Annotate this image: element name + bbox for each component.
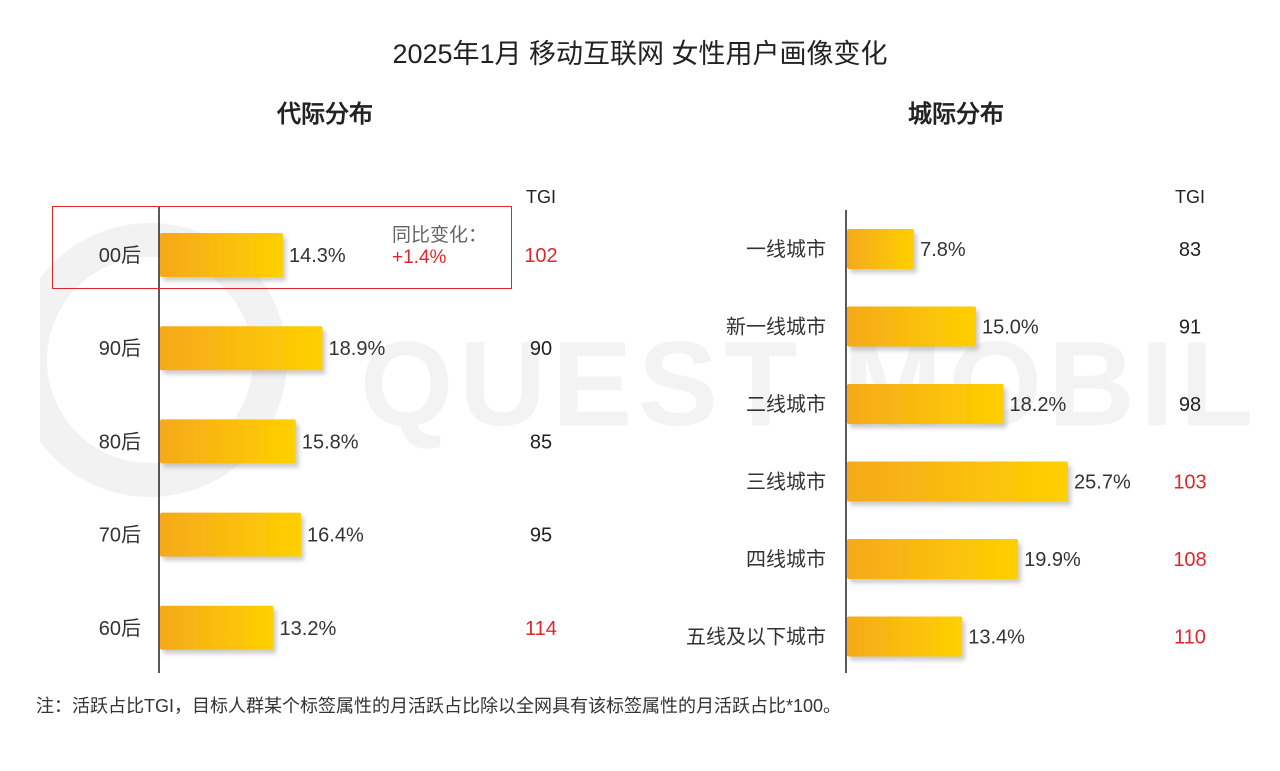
generation-bar <box>160 326 323 371</box>
city-bar <box>847 384 1004 424</box>
city-value-label: 15.0% <box>982 317 1039 339</box>
generation-value-label: 16.4% <box>307 525 364 547</box>
generation-tgi-value: 90 <box>530 338 552 360</box>
generation-bar-chart: TGI 00后 14.3% 102 90后 18.9% 90 80后 15.8% 85 70后 16.… <box>99 187 558 673</box>
generation-value-label: 13.2% <box>280 618 337 640</box>
city-bar <box>847 616 963 657</box>
highlight-box <box>52 206 512 289</box>
generation-tgi-value: 102 <box>524 245 557 267</box>
city-category-label: 二线城市 <box>746 393 826 416</box>
city-bar <box>847 461 1069 502</box>
city-category-label: 五线及以下城市 <box>686 626 826 649</box>
city-category-label: 新一线城市 <box>726 316 826 339</box>
city-bar <box>847 306 976 347</box>
city-tgi-value: 98 <box>1179 394 1201 416</box>
generation-value-label: 18.9% <box>329 338 386 360</box>
city-tgi-value: 110 <box>1174 627 1206 649</box>
city-value-label: 18.2% <box>1010 394 1067 416</box>
generation-category-label: 00后 <box>99 244 141 267</box>
generation-category-label: 60后 <box>99 617 141 640</box>
city-category-label: 一线城市 <box>746 238 826 261</box>
generation-tgi-value: 95 <box>530 525 552 547</box>
city-value-label: 7.8% <box>920 239 966 261</box>
footnote: 注：活跃占比TGI，目标人群某个标签属性的月活跃占比除以全网具有该标签属性的月活… <box>36 696 842 716</box>
right-chart-title: 城际分布 <box>908 101 1004 128</box>
city-category-label: 四线城市 <box>746 548 826 571</box>
city-value-label: 19.9% <box>1024 549 1081 571</box>
city-tgi-value: 108 <box>1173 549 1206 571</box>
generation-tgi-header: TGI <box>526 187 556 207</box>
generation-category-label: 70后 <box>99 524 141 547</box>
generation-bar <box>160 233 283 277</box>
city-tgi-value: 91 <box>1179 317 1201 339</box>
generation-bar <box>160 512 302 557</box>
generation-category-label: 80后 <box>99 430 141 453</box>
city-bar <box>847 229 915 269</box>
city-tgi-value: 103 <box>1173 472 1206 494</box>
city-value-label: 13.4% <box>968 627 1025 649</box>
generation-bar <box>160 605 274 650</box>
generation-tgi-value: 114 <box>525 618 557 640</box>
generation-bar <box>160 419 296 464</box>
city-tgi-value: 83 <box>1179 239 1201 261</box>
left-chart-title: 代际分布 <box>277 101 373 128</box>
city-category-label: 三线城市 <box>746 471 826 494</box>
city-value-label: 25.7% <box>1074 472 1131 494</box>
generation-tgi-value: 85 <box>530 431 552 453</box>
city-tier-bar-chart: TGI 一线城市 7.8% 83 新一线城市 15.0% 91 二线城市 18.2% 98 三线城市… <box>686 187 1207 673</box>
generation-value-label: 14.3% <box>289 245 346 267</box>
city-bar <box>847 539 1019 579</box>
yoy-change-value: +1.4% <box>392 247 447 268</box>
generation-value-label: 15.8% <box>302 431 359 453</box>
generation-category-label: 90后 <box>99 337 141 360</box>
city-tgi-header: TGI <box>1175 187 1205 207</box>
yoy-change-label: 同比变化： <box>392 225 488 246</box>
page-title: 2025年1月 移动互联网 女性用户画像变化 <box>392 39 888 69</box>
